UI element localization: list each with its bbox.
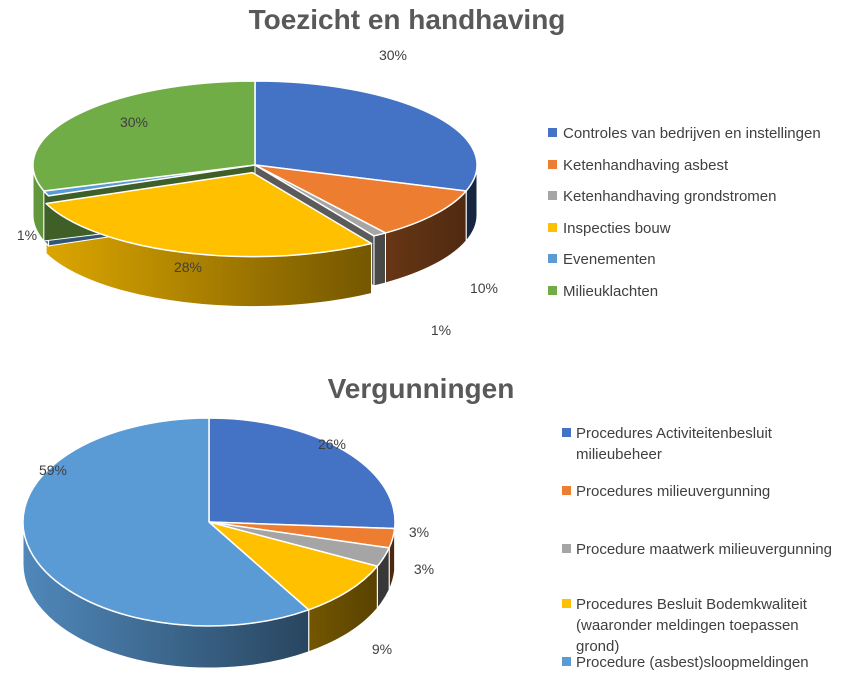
pie-slice: [254, 164, 387, 237]
legend-label-line: Procedures Besluit Bodemkwaliteit: [576, 596, 808, 613]
legend-label: Procedures milieuvergunning: [576, 483, 770, 500]
legend-label: Procedures Besluit Bodemkwaliteit (waaro…: [576, 596, 811, 655]
legend-swatch: [562, 599, 571, 608]
data-label: 1%: [431, 322, 451, 338]
data-label: 10%: [470, 280, 498, 296]
legend-label: Inspecties bouw: [563, 220, 671, 237]
legend-label-line: grond): [576, 638, 619, 655]
data-label: 1%: [17, 227, 37, 243]
pie-slice: [254, 80, 478, 192]
pie-toezicht: [32, 80, 478, 308]
data-label: 3%: [409, 524, 429, 540]
chart-title-vergunningen: Vergunningen: [328, 373, 515, 404]
legend-swatch: [548, 254, 557, 263]
pie-labels-vergunningen: 26% 3% 3% 9% 59%: [39, 436, 434, 657]
legend-swatch: [562, 657, 571, 666]
legend-label: Procedure maatwerk milieuvergunning: [576, 541, 832, 558]
data-label: 30%: [379, 47, 407, 63]
legend-swatch: [548, 286, 557, 295]
pie-slice: [32, 80, 256, 192]
legend-swatch: [548, 160, 557, 169]
legend-label: Ketenhandhaving grondstromen: [563, 188, 777, 205]
data-label: 26%: [318, 436, 346, 452]
legend-label: Milieuklachten: [563, 283, 658, 300]
legend-swatch: [562, 428, 571, 437]
legend-label: Procedures Activiteitenbesluit milieubeh…: [576, 425, 776, 463]
pie-slice: [208, 417, 396, 530]
pie-labels-toezicht: 30% 10% 1% 28% 1% 30%: [17, 47, 498, 338]
legend-label: Procedure (asbest)sloopmeldingen: [576, 654, 809, 671]
pie-slice: [22, 417, 310, 627]
legend-swatch: [562, 544, 571, 553]
legend-swatch: [548, 128, 557, 137]
legend-label: Evenementen: [563, 251, 656, 268]
legend-label-line: milieubeheer: [576, 446, 662, 463]
pie-slice: [254, 164, 467, 234]
data-label: 30%: [120, 114, 148, 130]
legend-label-line: Procedures Activiteitenbesluit: [576, 425, 773, 442]
chart-vergunningen: Vergunningen 26% 3% 3% 9% 59% Procedures Act…: [22, 373, 832, 671]
chart-title-toezicht: Toezicht en handhaving: [249, 4, 566, 35]
pie-slice: [45, 171, 373, 258]
pie-slice-side: [373, 232, 386, 287]
data-label: 28%: [174, 259, 202, 275]
chart-toezicht: Toezicht en handhaving 30% 10% 1% 28% 1%30% …: [17, 4, 821, 338]
legend-label: Ketenhandhaving asbest: [563, 157, 729, 174]
legend-toezicht: Controles van bedrijven en instellingen …: [548, 125, 821, 300]
data-label: 3%: [414, 561, 434, 577]
legend-swatch: [548, 223, 557, 232]
legend-vergunningen: Procedures Activiteitenbesluit milieubeh…: [562, 425, 832, 671]
data-label: 59%: [39, 462, 67, 478]
legend-label: Controles van bedrijven en instellingen: [563, 125, 821, 142]
legend-swatch: [548, 191, 557, 200]
legend-label-line: (waaronder meldingen toepassen: [576, 617, 799, 634]
legend-swatch: [562, 486, 571, 495]
pie-vergunningen: [22, 417, 396, 669]
data-label: 9%: [372, 641, 392, 657]
pie-slice: [208, 521, 379, 611]
